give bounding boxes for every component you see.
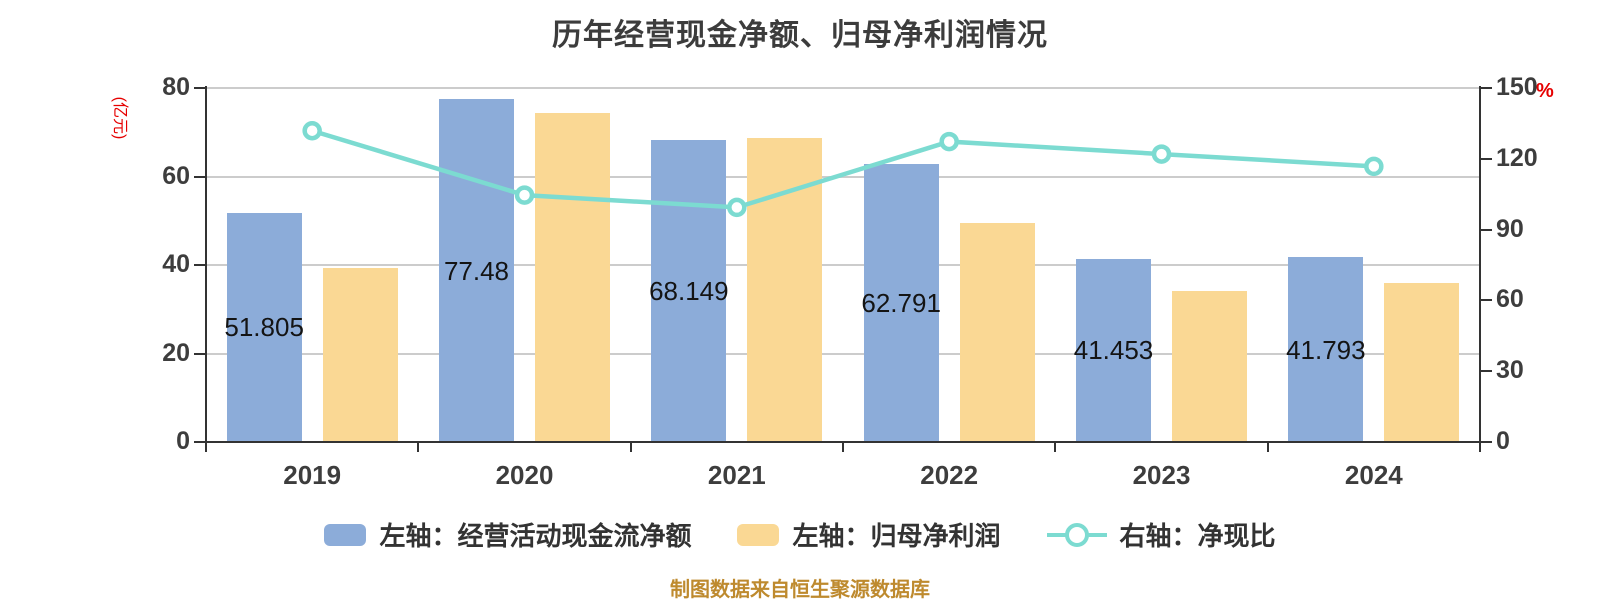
gridline-60 — [206, 175, 1480, 178]
legend-swatch-net-profit — [737, 523, 780, 546]
legend: 左轴：经营活动现金流净额 左轴：归母净利润 右轴：净现比 — [0, 516, 1600, 553]
bar-cashflow-2023 — [1076, 258, 1151, 442]
year-label-2023: 2023 — [1132, 460, 1191, 490]
legend-label-operating-cashflow: 左轴：经营活动现金流净额 — [379, 521, 692, 551]
line-point-2023 — [1151, 144, 1172, 164]
line-point-2024 — [1364, 156, 1384, 177]
year-label-2021: 2021 — [707, 460, 766, 490]
left-axis-tick-label-80: 80 — [162, 73, 190, 101]
x-axis-tick-0 — [205, 442, 207, 452]
left-axis-tick-60 — [194, 175, 206, 178]
bar-value-label-2022: 62.791 — [861, 288, 941, 319]
left-axis-tick-label-0: 0 — [176, 427, 190, 455]
line-point-2022 — [939, 131, 959, 152]
x-axis-tick-4 — [1054, 442, 1057, 452]
legend-label-net-cash-ratio: 右轴：净现比 — [1119, 521, 1276, 551]
bar-profit-2019 — [322, 267, 398, 442]
right-axis-tick-60 — [1480, 299, 1492, 302]
chart-title: 历年经营现金净额、归母净利润情况 — [552, 19, 1048, 52]
chart-footer: 制图数据来自恒生聚源数据库 — [670, 579, 930, 600]
right-axis-tick-120 — [1480, 157, 1492, 160]
x-axis-tick-2 — [629, 442, 632, 452]
bar-value-label-2024: 41.793 — [1286, 334, 1366, 365]
left-axis-tick-label-40: 40 — [162, 250, 190, 278]
right-axis-unit-label: % — [1536, 80, 1554, 102]
bar-cashflow-2022 — [863, 164, 939, 442]
right-axis-line — [1479, 86, 1481, 444]
left-axis-tick-40 — [194, 264, 206, 266]
right-axis-tick-label-150: 150 — [1496, 73, 1538, 101]
x-axis-tick-3 — [842, 442, 844, 452]
left-axis-tick-label-60: 60 — [162, 161, 190, 190]
bar-value-label-2023: 41.453 — [1073, 335, 1154, 366]
left-axis-tick-80 — [194, 87, 206, 89]
bar-value-label-2021: 68.149 — [649, 276, 729, 307]
left-axis-line — [205, 86, 207, 444]
legend-swatch-operating-cashflow — [324, 523, 367, 546]
right-axis-tick-label-120: 120 — [1496, 143, 1538, 172]
year-label-2022: 2022 — [920, 460, 979, 490]
bar-profit-2022 — [959, 223, 1035, 442]
right-axis-tick-label-60: 60 — [1496, 285, 1524, 314]
year-label-2024: 2024 — [1344, 460, 1403, 490]
line-point-2021 — [727, 197, 747, 218]
legend-item-operating-cashflow[interactable]: 左轴：经营活动现金流净额 — [324, 516, 691, 553]
year-label-2019: 2019 — [283, 460, 342, 490]
bar-profit-2020 — [535, 113, 610, 442]
line-point-2020 — [514, 185, 535, 205]
x-axis-tick-6 — [1479, 442, 1481, 452]
legend-line-marker-icon — [1046, 522, 1107, 548]
right-axis-tick-90 — [1480, 228, 1492, 231]
bar-profit-2024 — [1384, 283, 1460, 442]
right-axis-tick-150 — [1480, 87, 1492, 89]
year-label-2020: 2020 — [495, 460, 554, 490]
legend-label-net-profit: 左轴：归母净利润 — [792, 521, 1001, 551]
legend-item-net-cash-ratio[interactable]: 右轴：净现比 — [1046, 516, 1276, 553]
right-axis-tick-label-0: 0 — [1496, 427, 1510, 455]
bar-value-label-2019: 51.805 — [224, 312, 304, 343]
gridline-40 — [206, 264, 1480, 266]
gridline-80 — [206, 87, 1480, 89]
left-axis-tick-20 — [194, 352, 206, 355]
right-axis-tick-30 — [1480, 370, 1492, 373]
left-axis-tick-label-20: 20 — [162, 338, 190, 367]
x-axis-tick-1 — [417, 442, 420, 452]
bar-cashflow-2019 — [226, 212, 302, 442]
legend-item-net-profit[interactable]: 左轴：归母净利润 — [737, 516, 1001, 553]
right-axis-tick-label-30: 30 — [1496, 356, 1524, 385]
x-axis-tick-5 — [1266, 442, 1269, 452]
right-axis-tick-0 — [1480, 441, 1492, 443]
bar-profit-2023 — [1172, 291, 1247, 442]
gridline-20 — [206, 352, 1480, 355]
bar-value-label-2020: 77.48 — [443, 255, 510, 286]
left-axis-tick-0 — [194, 441, 206, 443]
bar-cashflow-2024 — [1288, 257, 1364, 442]
line-point-2019 — [302, 120, 322, 141]
right-axis-tick-label-90: 90 — [1496, 214, 1524, 243]
bar-profit-2021 — [747, 138, 823, 442]
